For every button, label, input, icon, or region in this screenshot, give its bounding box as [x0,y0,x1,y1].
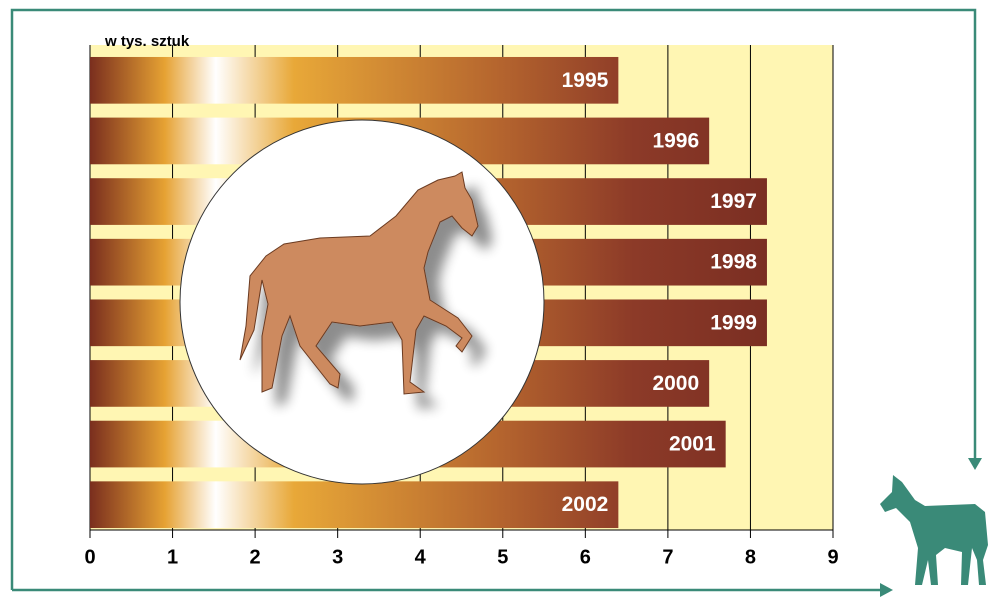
bar-label: 1997 [710,190,757,213]
bar-label: 1998 [710,251,757,274]
bar [90,56,619,104]
frame [10,8,977,592]
arrow-head [880,583,893,597]
bar-label: 1999 [710,311,757,334]
x-tick-label: 1 [167,546,178,568]
horse-emblem [239,171,479,395]
x-tick-label: 0 [84,546,95,568]
bar-label: 1996 [652,129,699,152]
bar [90,481,619,529]
bar-label: 2002 [562,493,609,516]
x-tick-label: 5 [497,546,508,568]
x-tick-label: 9 [827,546,838,568]
x-tick-label: 6 [580,546,591,568]
x-tick-label: 3 [332,546,343,568]
x-tick-label: 4 [415,546,427,568]
arrow-head [968,458,982,470]
bar-label: 1995 [562,69,609,92]
x-tick-label: 2 [250,546,261,568]
horse-icon [880,475,988,585]
bar-label: 2000 [652,372,699,395]
x-tick-label: 7 [662,546,673,568]
bar-label: 2001 [669,433,716,456]
unit-label: w tys. sztuk [104,33,190,50]
x-tick-label: 8 [745,546,756,568]
